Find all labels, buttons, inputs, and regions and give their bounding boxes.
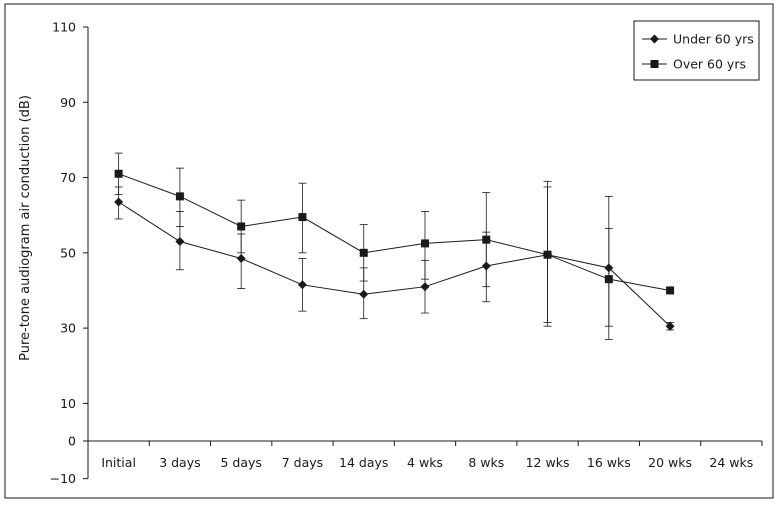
x-tick-label: 16 wks [587,455,631,470]
point-over-60-yrs [359,248,368,257]
legend-label-over-60: Over 60 yrs [673,57,746,72]
legend-square-icon [650,60,659,68]
point-over-60-yrs [175,192,184,201]
point-over-60-yrs [482,235,491,244]
x-tick-label: 14 days [339,455,388,470]
point-under-60-yrs [114,197,124,207]
x-tick-label: 4 wks [407,455,443,470]
legend-label-under-60: Under 60 yrs [673,32,754,47]
point-over-60-yrs [114,169,123,178]
x-tick-label: 7 days [282,455,323,470]
point-over-60-yrs [421,239,429,248]
series-line-over-60-yrs [118,173,671,291]
series-markers [114,169,675,331]
point-over-60-yrs [666,286,675,295]
y-tick-label: −10 [50,471,76,486]
series-line-under-60-yrs [118,201,671,327]
x-tick-label: 20 wks [648,455,692,470]
x-tick-label: 5 days [220,455,261,470]
point-over-60-yrs [237,222,246,231]
y-tick-label: 10 [60,396,76,411]
x-tick-label: 12 wks [526,455,570,470]
series-lines [118,173,671,327]
point-under-60-yrs [236,253,246,263]
chart-frame [4,3,774,499]
x-tick-label: 24 wks [709,455,753,470]
point-under-60-yrs [297,280,307,290]
y-tick-label: 70 [60,170,76,185]
legend-diamond-icon [650,34,659,44]
point-under-60-yrs [420,282,430,292]
y-tick-label: 50 [60,245,76,260]
y-tick-label: 0 [68,434,76,449]
point-under-60-yrs [481,261,491,271]
x-tick-label: 8 wks [468,455,504,470]
axes: −10 0 10 30 50 70 90 110 Initial 3 days 5 days 7 da… [50,20,763,486]
y-axis-title: Pure-tone audiogram air conduction (dB) [18,95,33,361]
point-over-60-yrs [543,250,552,259]
point-over-60-yrs [604,275,613,284]
x-tick-label: Initial [101,455,136,470]
point-under-60-yrs [175,237,185,247]
x-tick-label: 3 days [159,455,200,470]
y-tick-label: 30 [60,321,76,336]
legend-box [633,20,760,81]
y-tick-label: 90 [60,95,76,110]
point-under-60-yrs [604,263,614,273]
legend: Under 60 yrs Over 60 yrs [633,20,760,81]
point-under-60-yrs [665,321,675,331]
point-under-60-yrs [359,289,369,299]
y-tick-label: 110 [52,20,76,35]
point-over-60-yrs [298,213,307,222]
